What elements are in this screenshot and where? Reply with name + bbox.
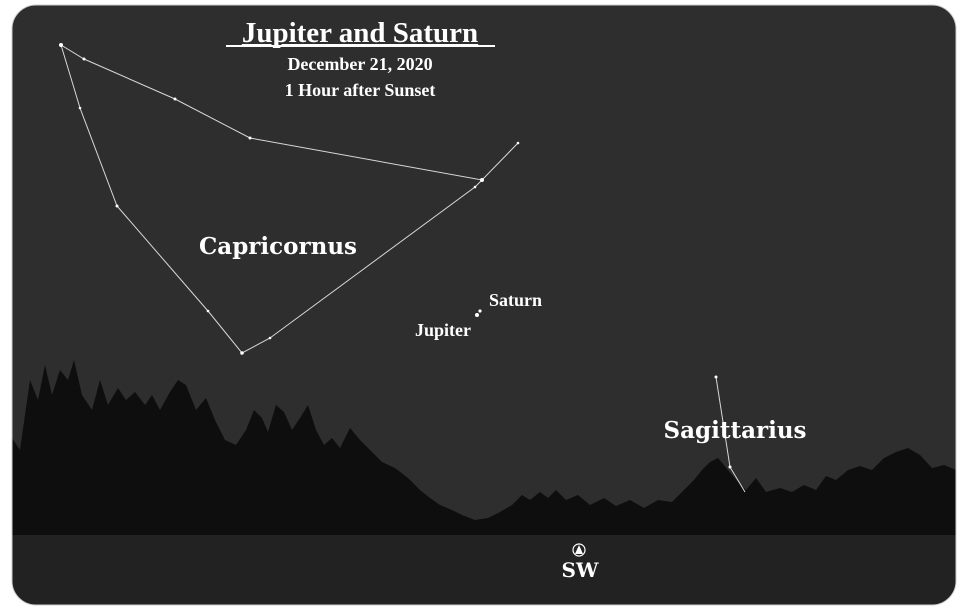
star xyxy=(269,337,272,340)
title: Jupiter and Saturn xyxy=(242,17,478,49)
constellation-label: Sagittarius xyxy=(663,417,806,444)
star xyxy=(715,376,718,379)
date: December 21, 2020 xyxy=(287,54,432,74)
page: Jupiter and Saturn December 21, 2020 1 H… xyxy=(0,0,968,609)
saturn-planet xyxy=(478,309,481,312)
star xyxy=(207,310,210,313)
star xyxy=(249,137,252,140)
jupiter-planet xyxy=(475,313,479,317)
star xyxy=(79,107,82,110)
star xyxy=(729,466,732,469)
sky-chart: Jupiter and Saturn December 21, 2020 1 H… xyxy=(0,0,968,609)
star xyxy=(83,58,86,61)
planet-label: Jupiter xyxy=(415,320,471,340)
constellation-label: Capricornus xyxy=(199,233,357,260)
ground xyxy=(0,535,968,609)
star xyxy=(517,142,520,145)
direction-label: SW xyxy=(562,558,599,582)
scene xyxy=(0,0,968,609)
star xyxy=(240,351,244,355)
star xyxy=(480,178,484,182)
star xyxy=(174,98,177,101)
time: 1 Hour after Sunset xyxy=(285,80,436,100)
planet-label: Saturn xyxy=(489,290,542,310)
star xyxy=(474,186,477,189)
star xyxy=(59,43,63,47)
star xyxy=(116,205,119,208)
